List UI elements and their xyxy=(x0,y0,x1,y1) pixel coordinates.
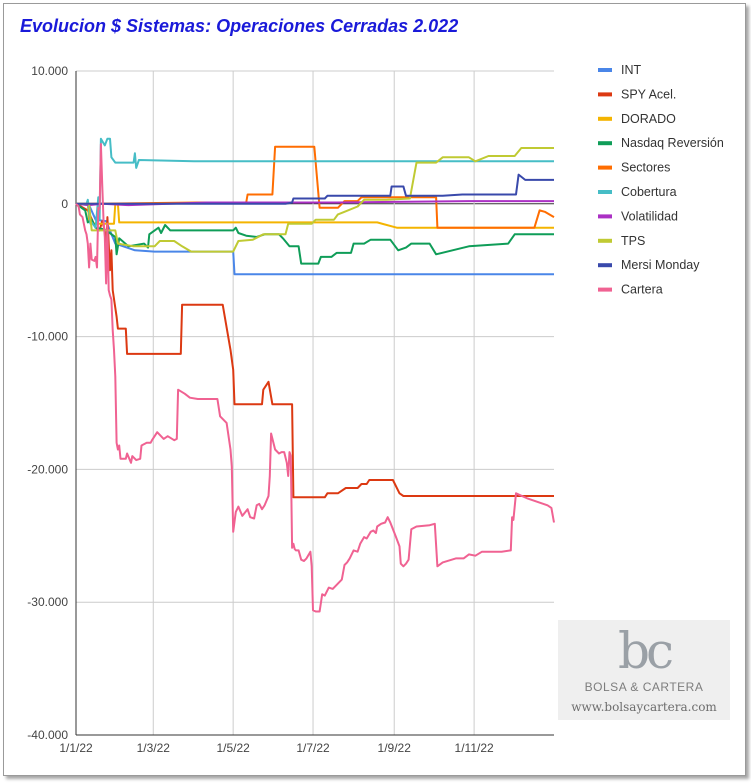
legend-swatch-nasdaq-reversi-n xyxy=(598,141,612,146)
series-line-tps xyxy=(76,147,554,253)
x-tick-label: 1/5/22 xyxy=(216,741,250,755)
x-tick-label: 1/9/22 xyxy=(378,741,412,755)
legend-label-tps: TPS xyxy=(621,234,645,248)
legend-swatch-tps xyxy=(598,238,612,243)
legend-swatch-dorado xyxy=(598,116,612,121)
plot-area xyxy=(76,71,554,735)
legend-swatch-int xyxy=(598,68,612,72)
legend-label-int: INT xyxy=(621,63,642,77)
series-line-cartera xyxy=(75,143,555,613)
legend-label-volatilidad: Volatilidad xyxy=(621,209,678,223)
legend: INT SPY Acel. DORADO Nasdaq Reversión Sector… xyxy=(598,63,724,297)
series-line-mersi-monday xyxy=(76,173,554,205)
legend-label-sectores: Sectores xyxy=(621,161,670,175)
y-tick-label: 10.000 xyxy=(31,64,68,78)
legend-label-spy-acel: SPY Acel. xyxy=(621,87,676,101)
x-tick-label: 1/1/22 xyxy=(59,741,93,755)
watermark-brand: BOLSA & CARTERA xyxy=(584,680,704,694)
legend-label-nasdaq-reversi-n: Nasdaq Reversión xyxy=(621,136,724,150)
x-tick-label: 1/3/22 xyxy=(137,741,171,755)
legend-swatch-mersi-monday xyxy=(598,263,612,268)
legend-label-cobertura: Cobertura xyxy=(621,185,677,199)
y-tick-label: -20.000 xyxy=(27,462,68,476)
series-line-spy-acel xyxy=(75,202,554,499)
y-tick-label: -40.000 xyxy=(27,728,68,742)
legend-label-mersi-monday: Mersi Monday xyxy=(621,258,700,272)
y-tick-label: -30.000 xyxy=(27,595,68,609)
watermark-logo: bc xyxy=(617,622,674,680)
y-tick-label: -10.000 xyxy=(27,330,68,344)
x-tick-label: 1/7/22 xyxy=(296,741,330,755)
legend-swatch-cartera xyxy=(598,287,612,292)
x-axis: 1/1/22 1/3/22 1/5/22 1/7/22 1/9/22 1/11/22 xyxy=(59,741,494,755)
series-layer xyxy=(75,137,555,613)
watermark: bc BOLSA & CARTERA www.bolsaycartera.com xyxy=(558,620,730,720)
x-tick-label: 1/11/22 xyxy=(455,741,494,755)
grid-layer xyxy=(75,70,554,736)
legend-swatch-volatilidad xyxy=(598,214,612,219)
legend-label-cartera: Cartera xyxy=(621,283,663,297)
series-line-nasdaq-reversi-n xyxy=(75,202,554,265)
legend-label-dorado: DORADO xyxy=(621,112,676,126)
legend-swatch-spy-acel xyxy=(598,92,612,97)
y-tick-label: 0 xyxy=(61,197,68,211)
watermark-url: www.bolsaycartera.com xyxy=(571,700,717,714)
chart-title: Evolucion $ Sistemas: Operaciones Cerrad… xyxy=(20,16,459,36)
legend-swatch-cobertura xyxy=(598,190,612,194)
y-axis: 10.000 0 -10.000 -20.000 -30.000 -40.000 xyxy=(27,64,68,742)
legend-swatch-sectores xyxy=(598,165,612,170)
